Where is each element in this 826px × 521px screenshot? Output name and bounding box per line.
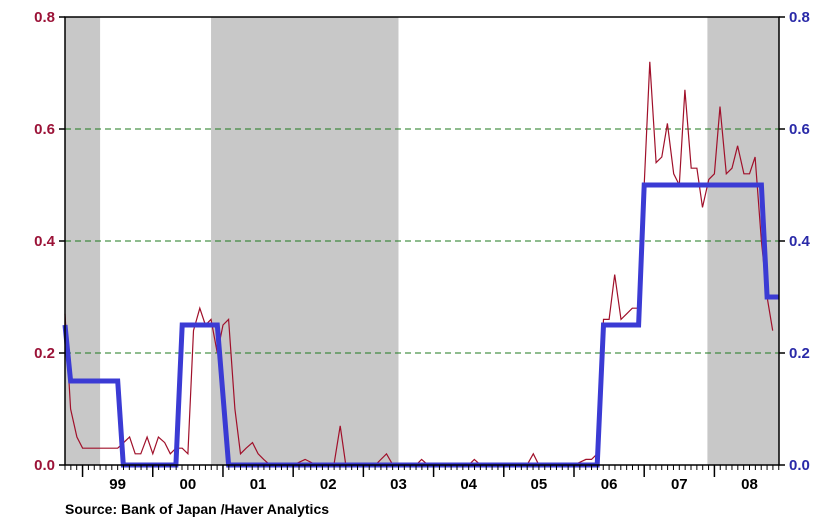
y-axis-right: 0.0 0.2 0.4 0.6 0.8 <box>779 9 811 474</box>
x-tick-label-9: 08 <box>741 476 758 493</box>
y-tick-label-left-4: 0.8 <box>34 9 55 26</box>
y-tick-label-right-0: 0.0 <box>789 457 810 474</box>
series-thick-path <box>62 182 779 468</box>
source-note: Source: Bank of Japan /Haver Analytics <box>65 501 329 517</box>
y-tick-label-right-4: 0.8 <box>789 9 810 26</box>
plot-frame <box>64 16 780 466</box>
x-tick-label-1: 00 <box>180 476 197 493</box>
y-tick-label-left-1: 0.2 <box>34 345 55 362</box>
y-tick-label-left-0: 0.0 <box>34 457 55 474</box>
gridlines <box>65 128 779 354</box>
x-tick-label-7: 06 <box>601 476 618 493</box>
series-thick-line <box>62 182 779 468</box>
recession-shading <box>65 17 779 465</box>
x-tick-label-6: 05 <box>531 476 548 493</box>
x-tick-label-4: 03 <box>390 476 407 493</box>
x-tick-label-3: 02 <box>320 476 337 493</box>
y-tick-label-right-3: 0.6 <box>789 121 810 138</box>
x-tick-label-2: 01 <box>250 476 267 493</box>
y-tick-label-right-2: 0.4 <box>789 233 811 250</box>
y-tick-label-right-1: 0.2 <box>789 345 810 362</box>
x-tick-label-0: 99 <box>109 476 126 493</box>
x-axis: 99 00 01 02 03 04 05 06 07 08 <box>64 465 780 493</box>
series-thin-line <box>64 61 774 466</box>
y-axis-left: 0.0 0.2 0.4 0.6 0.8 <box>34 9 65 474</box>
x-tick-label-5: 04 <box>460 476 477 493</box>
x-tick-label-8: 07 <box>671 476 688 493</box>
series-thin-path <box>64 61 774 466</box>
y-tick-label-left-3: 0.6 <box>34 121 55 138</box>
y-tick-label-left-2: 0.4 <box>34 233 56 250</box>
